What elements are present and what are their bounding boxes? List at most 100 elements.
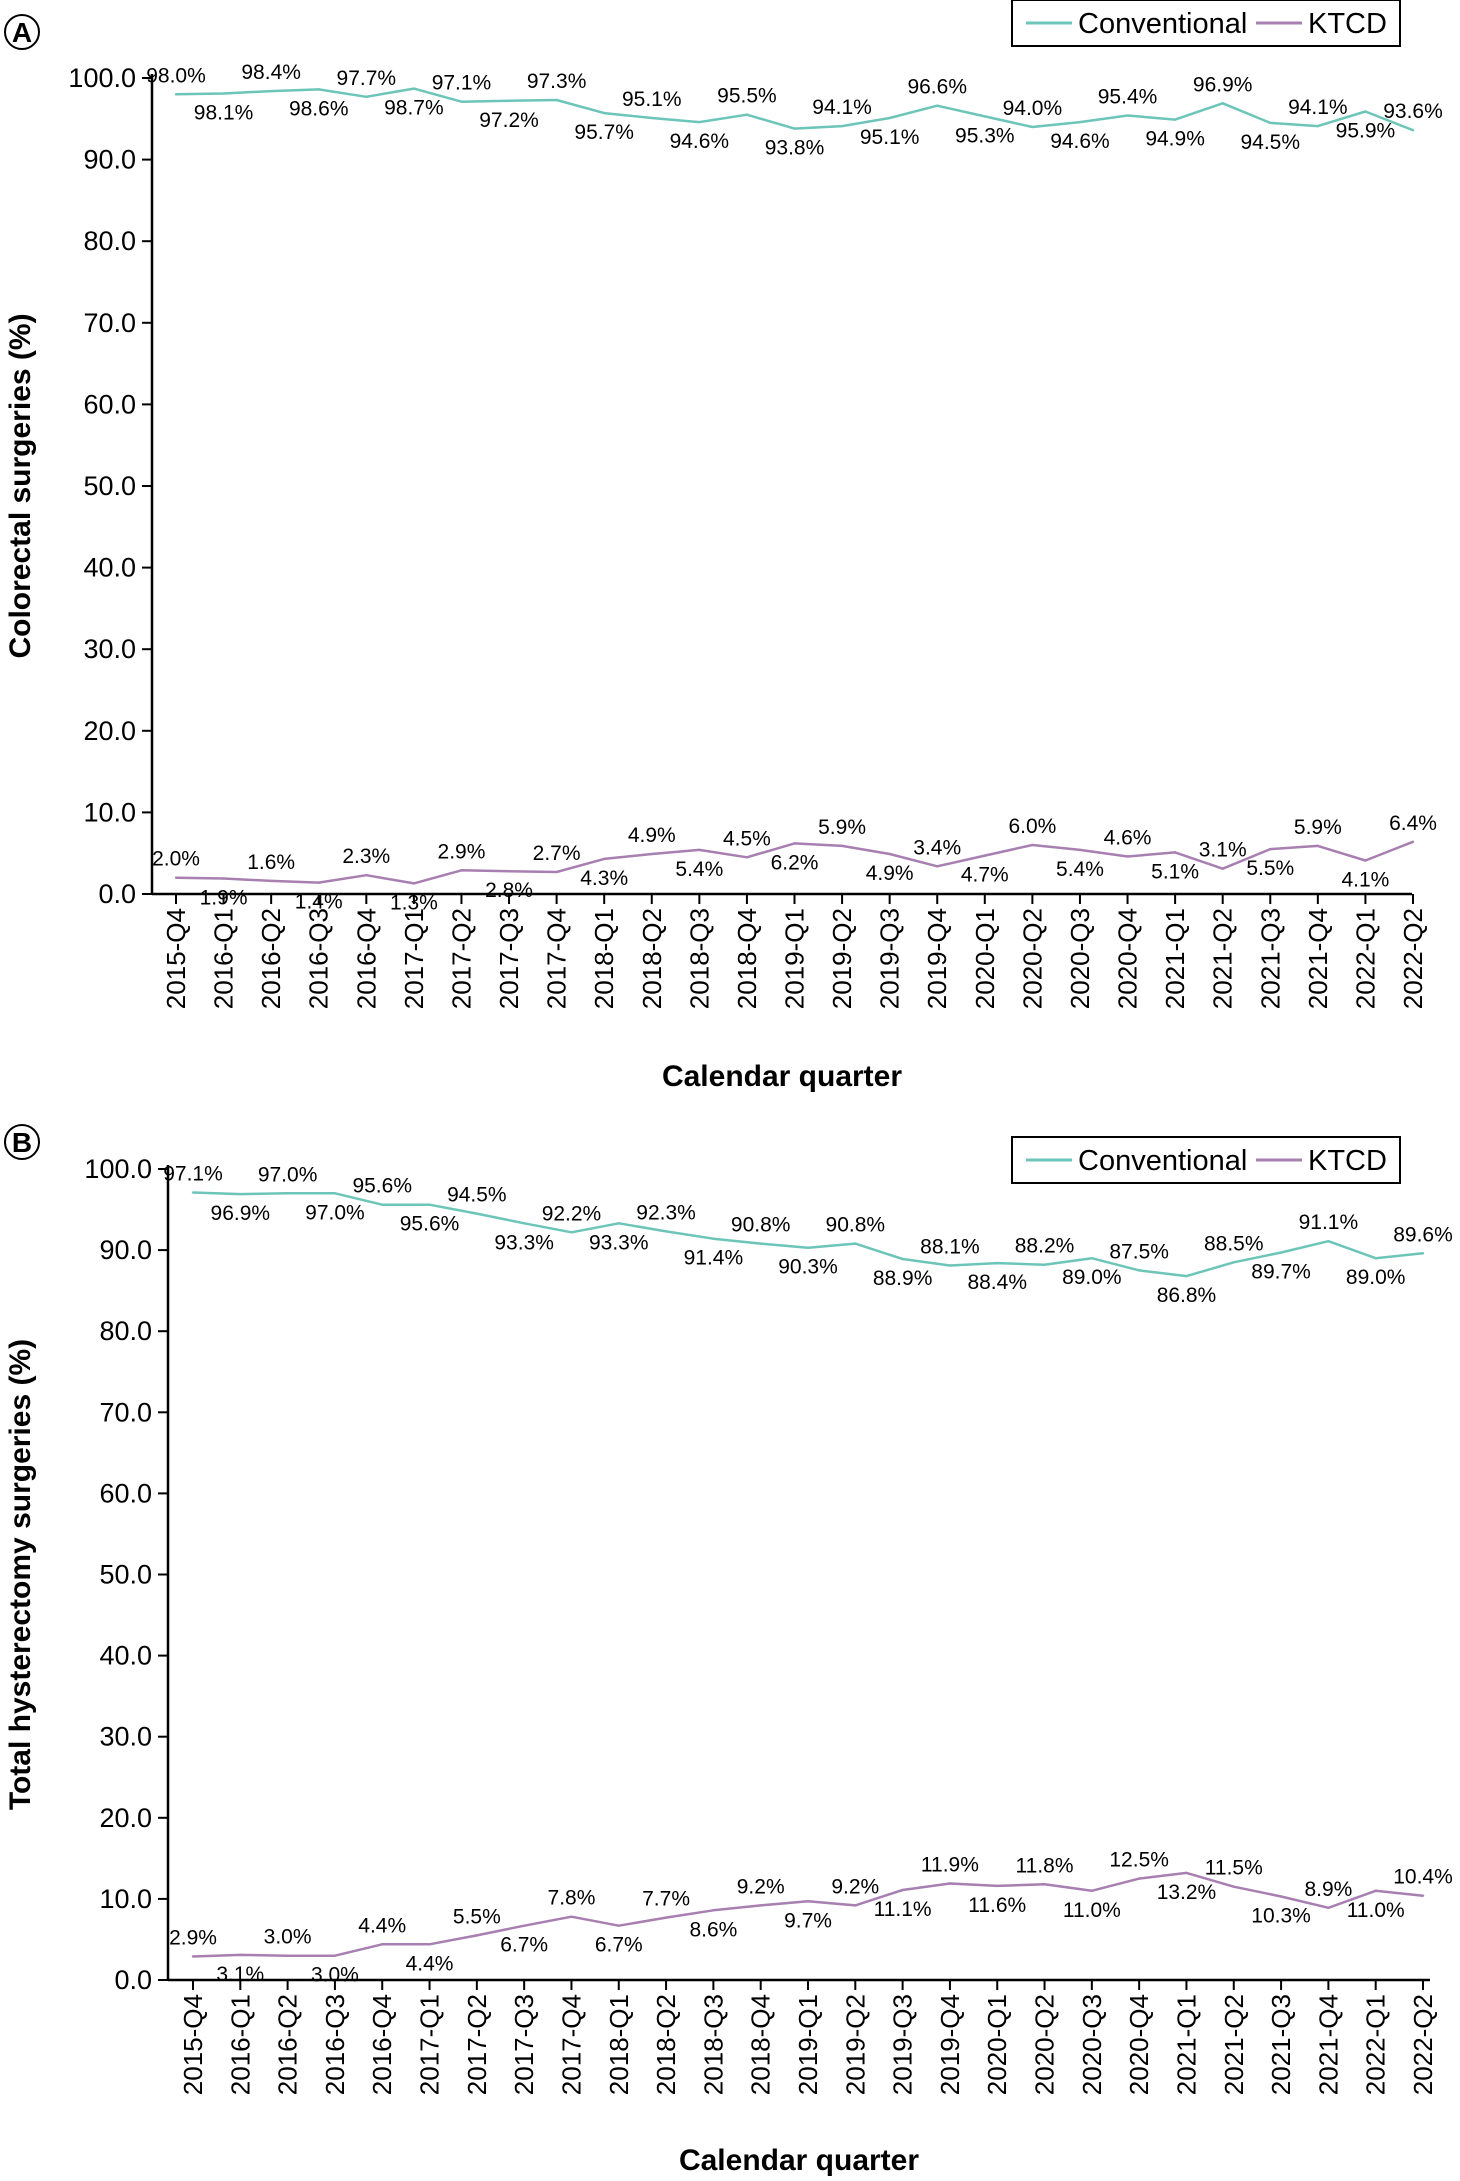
data-point-conventional (222, 92, 225, 95)
data-label-conventional: 95.1% (622, 88, 682, 111)
data-point-ktcd (793, 842, 796, 845)
data-label-conventional: 92.3% (636, 1201, 696, 1224)
data-point-ktcd (1126, 855, 1129, 858)
data-label-ktcd: 7.8% (548, 1887, 596, 1910)
data-point-conventional (617, 1222, 620, 1225)
legend-box (1011, 1136, 1401, 1184)
data-point-ktcd (617, 1924, 620, 1927)
data-point-conventional (412, 87, 416, 90)
data-label-conventional: 97.0% (258, 1163, 318, 1186)
data-point-ktcd (1232, 1885, 1235, 1888)
data-label-conventional: 90.8% (731, 1214, 791, 1237)
data-point-ktcd (333, 1954, 337, 1957)
y-tick-label: 40.0 (83, 553, 136, 583)
data-point-ktcd (1090, 1889, 1094, 1892)
data-label-conventional: 88.4% (967, 1271, 1027, 1294)
y-tick-label: 100.0 (84, 1154, 152, 1184)
data-label-conventional: 98.6% (289, 97, 349, 120)
data-point-conventional (428, 1203, 431, 1206)
data-label-conventional: 97.2% (479, 109, 539, 132)
data-point-ktcd (1185, 1871, 1188, 1875)
data-label-conventional: 96.9% (1193, 73, 1253, 96)
y-tick-label: 90.0 (99, 1235, 152, 1265)
data-point-conventional (1327, 1239, 1330, 1243)
data-label-conventional: 91.4% (684, 1247, 744, 1270)
data-label-ktcd: 2.3% (342, 845, 390, 868)
x-tick-label: 2017-Q1 (399, 908, 429, 1009)
data-label-conventional: 95.1% (860, 126, 920, 149)
data-point-conventional (317, 88, 320, 91)
data-point-ktcd (948, 1882, 952, 1885)
x-tick-label: 2016-Q2 (256, 908, 286, 1009)
data-label-ktcd: 4.4% (406, 1952, 454, 1975)
data-point-conventional (365, 95, 368, 98)
data-point-ktcd (460, 869, 463, 872)
data-label-ktcd: 5.4% (675, 858, 723, 881)
x-tick-label: 2020-Q1 (982, 1994, 1012, 2095)
data-label-conventional: 95.5% (717, 85, 777, 108)
x-axis-title: Calendar quarter (662, 1060, 902, 1093)
data-label-conventional: 88.5% (1204, 1232, 1264, 1255)
data-label-conventional: 97.1% (432, 72, 492, 95)
data-point-ktcd (222, 877, 225, 880)
data-point-ktcd (412, 882, 416, 885)
data-point-ktcd (1221, 867, 1224, 870)
data-point-conventional (239, 1192, 242, 1196)
data-label-conventional: 95.3% (955, 124, 1015, 147)
data-label-ktcd: 1.3% (390, 891, 438, 914)
data-label-ktcd: 11.5% (1205, 1857, 1263, 1880)
data-label-ktcd: 9.7% (784, 1909, 832, 1932)
data-point-conventional (983, 115, 987, 118)
data-label-ktcd: 2.0% (152, 848, 200, 871)
data-point-conventional (745, 113, 749, 116)
data-label-ktcd: 7.7% (642, 1888, 690, 1911)
data-label-ktcd: 11.8% (1016, 1854, 1074, 1877)
data-point-ktcd (854, 1904, 857, 1907)
data-label-ktcd: 6.7% (500, 1934, 548, 1957)
data-label-ktcd: 8.9% (1304, 1878, 1352, 1901)
x-tick-label: 2018-Q3 (684, 908, 714, 1009)
x-tick-label: 2018-Q4 (746, 1994, 776, 2095)
data-label-ktcd: 3.1% (216, 1963, 264, 1986)
data-point-conventional (1316, 124, 1320, 128)
data-label-ktcd: 11.9% (921, 1853, 979, 1876)
data-point-ktcd (507, 869, 511, 873)
data-label-ktcd: 3.4% (913, 836, 961, 859)
data-label-ktcd: 13.2% (1157, 1881, 1217, 1904)
data-label-ktcd: 10.3% (1251, 1904, 1311, 1927)
data-label-conventional: 95.7% (574, 121, 634, 144)
data-label-conventional: 88.1% (920, 1236, 980, 1259)
x-tick-label: 2019-Q2 (827, 908, 857, 1009)
data-label-ktcd: 2.8% (485, 879, 533, 902)
y-axis-title: Colorectal surgeries (%) (4, 313, 37, 658)
x-tick-label: 2016-Q3 (320, 1994, 350, 2095)
data-label-ktcd: 11.0% (1347, 1899, 1405, 1922)
y-tick-label: 60.0 (99, 1478, 152, 1508)
x-tick-label: 2021-Q2 (1219, 1994, 1249, 2095)
x-tick-label: 2020-Q3 (1065, 908, 1095, 1009)
y-tick-label: 80.0 (83, 226, 136, 256)
data-label-ktcd: 6.7% (595, 1934, 643, 1957)
data-label-conventional: 96.9% (211, 1202, 271, 1225)
data-label-conventional: 88.2% (1015, 1235, 1075, 1258)
data-label-ktcd: 3.0% (311, 1964, 359, 1987)
data-point-ktcd (555, 870, 558, 874)
data-label-ktcd: 1.4% (295, 891, 343, 914)
data-point-ktcd (365, 874, 368, 877)
data-point-ktcd (996, 1884, 999, 1888)
data-point-conventional (793, 127, 796, 130)
x-tick-label: 2019-Q1 (793, 1994, 823, 2095)
data-label-ktcd: 6.2% (771, 851, 819, 874)
data-label-ktcd: 10.4% (1393, 1866, 1453, 1889)
y-tick-label: 80.0 (99, 1316, 152, 1346)
data-point-conventional (759, 1242, 762, 1245)
data-point-conventional (333, 1192, 337, 1195)
data-label-conventional: 89.7% (1251, 1261, 1311, 1284)
data-point-ktcd (522, 1924, 526, 1927)
data-point-conventional (507, 99, 511, 103)
data-point-ktcd (1364, 859, 1367, 862)
data-label-ktcd: 4.1% (1341, 869, 1389, 892)
data-point-ktcd (1137, 1877, 1141, 1880)
legend-label-conventional: Conventional (1078, 1145, 1247, 1177)
data-point-conventional (1232, 1261, 1235, 1264)
